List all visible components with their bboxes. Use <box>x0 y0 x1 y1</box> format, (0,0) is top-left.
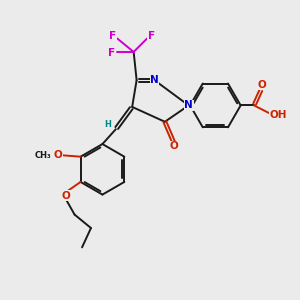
Text: O: O <box>53 150 62 160</box>
Text: N: N <box>184 100 193 110</box>
Text: O: O <box>61 191 70 201</box>
Text: F: F <box>109 31 116 41</box>
Text: O: O <box>257 80 266 90</box>
Text: O: O <box>169 141 178 151</box>
Text: F: F <box>108 47 116 58</box>
Text: H: H <box>104 120 111 129</box>
Text: CH₃: CH₃ <box>34 151 51 160</box>
Text: OH: OH <box>270 110 287 120</box>
Text: F: F <box>148 31 155 41</box>
Text: N: N <box>150 75 159 85</box>
